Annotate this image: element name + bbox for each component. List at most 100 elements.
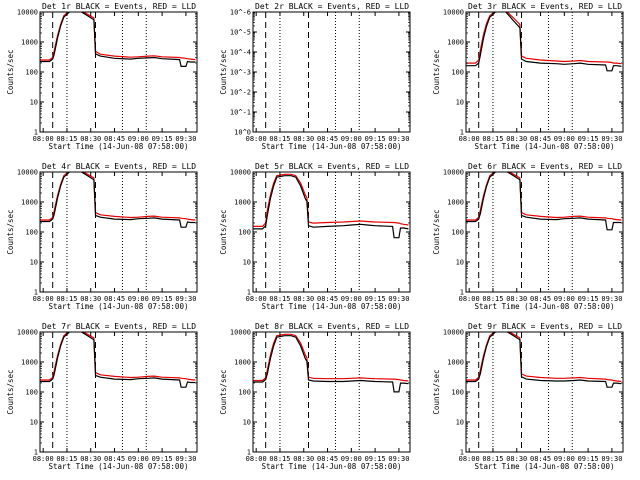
- y-tick-label: 10^-2: [230, 89, 251, 97]
- x-tick-label: 08:00: [459, 455, 480, 463]
- x-tick-label: 08:30: [80, 135, 101, 143]
- y-tick-label: 1000: [447, 39, 464, 47]
- y-tick-label: 10: [30, 419, 38, 427]
- panel-title: Det 1r BLACK = Events, RED = LLD: [42, 2, 196, 11]
- x-tick-label: 09:15: [365, 295, 386, 303]
- x-axis-title: Start Time (14-Jun-08 07:58:00): [262, 302, 402, 311]
- x-tick-label: 08:15: [482, 455, 503, 463]
- x-tick-label: 08:30: [506, 455, 527, 463]
- panel-title: Det 9r BLACK = Events, RED = LLD: [468, 322, 622, 331]
- panel-title: Det 5r BLACK = Events, RED = LLD: [255, 162, 409, 171]
- x-tick-label: 08:30: [293, 135, 314, 143]
- x-tick-label: 08:15: [482, 135, 503, 143]
- y-tick-label: 10000: [443, 9, 464, 17]
- y-tick-label: 1: [460, 289, 464, 297]
- x-tick-label: 08:00: [246, 295, 267, 303]
- panel-det-9: Det 9r BLACK = Events, RED = LLD 1 10 100 10…: [432, 322, 624, 471]
- y-tick-label: 1: [247, 289, 251, 297]
- x-tick-label: 08:15: [56, 295, 77, 303]
- y-tick-label: 100: [451, 389, 464, 397]
- x-tick-label: 08:45: [104, 295, 125, 303]
- panel-det-4: Det 4r BLACK = Events, RED = LLD 1 10 100 10…: [6, 162, 198, 311]
- panel-title: Det 8r BLACK = Events, RED = LLD: [255, 322, 409, 331]
- y-axis-title: Counts/sec: [432, 49, 441, 94]
- y-axis-title: Counts/sec: [6, 49, 15, 94]
- y-tick-label: 10: [456, 259, 464, 267]
- x-axis-title: Start Time (14-Jun-08 07:58:00): [475, 462, 615, 471]
- y-tick-label: 10^-5: [230, 29, 251, 37]
- x-axis-title: Start Time (14-Jun-08 07:58:00): [475, 302, 615, 311]
- panel-det-1: Det 1r BLACK = Events, RED = LLD 1 10 100 10…: [6, 2, 198, 151]
- x-tick-label: 09:30: [601, 135, 622, 143]
- y-tick-label: 100: [451, 69, 464, 77]
- y-axis-title: Counts/sec: [219, 369, 228, 414]
- x-tick-label: 09:30: [388, 295, 409, 303]
- x-tick-label: 08:30: [293, 455, 314, 463]
- x-tick-label: 08:00: [33, 295, 54, 303]
- x-tick-label: 09:30: [175, 135, 196, 143]
- y-tick-label: 1000: [234, 359, 251, 367]
- x-tick-label: 09:30: [601, 295, 622, 303]
- x-tick-label: 08:45: [104, 455, 125, 463]
- y-tick-label: 10^-4: [230, 49, 251, 57]
- y-tick-label: 10000: [17, 9, 38, 17]
- y-axis-title: Counts/sec: [6, 209, 15, 254]
- y-tick-label: 10000: [443, 329, 464, 337]
- y-tick-label: 1: [34, 129, 38, 137]
- y-tick-label: 1: [34, 289, 38, 297]
- y-tick-label: 10000: [17, 169, 38, 177]
- y-tick-label: 1000: [21, 359, 38, 367]
- y-axis-title: Counts/sec: [432, 369, 441, 414]
- x-tick-label: 09:00: [341, 295, 362, 303]
- x-tick-label: 08:45: [317, 135, 338, 143]
- y-tick-label: 1000: [234, 199, 251, 207]
- x-tick-label: 08:30: [506, 135, 527, 143]
- y-tick-label: 10000: [17, 329, 38, 337]
- x-tick-label: 09:15: [578, 295, 599, 303]
- y-tick-label: 10000: [230, 329, 251, 337]
- y-tick-label: 1000: [21, 199, 38, 207]
- x-tick-label: 09:00: [554, 295, 575, 303]
- x-tick-label: 08:30: [293, 295, 314, 303]
- y-tick-label: 10000: [443, 169, 464, 177]
- x-tick-label: 08:00: [459, 135, 480, 143]
- events-series-line: [253, 335, 409, 393]
- events-series-line: [253, 175, 409, 239]
- x-tick-label: 09:15: [365, 455, 386, 463]
- x-tick-label: 08:15: [269, 295, 290, 303]
- y-tick-label: 100: [238, 389, 251, 397]
- x-tick-label: 08:45: [104, 135, 125, 143]
- panel-det-7: Det 7r BLACK = Events, RED = LLD 1 10 100 10…: [6, 322, 198, 471]
- x-axis-title: Start Time (14-Jun-08 07:58:00): [262, 462, 402, 471]
- events-series-line: [40, 172, 196, 228]
- events-series-line: [466, 172, 622, 231]
- y-tick-label: 100: [451, 229, 464, 237]
- x-tick-label: 09:30: [175, 295, 196, 303]
- y-tick-label: 1: [460, 449, 464, 457]
- panel-det-8: Det 8r BLACK = Events, RED = LLD 1 10 100 10…: [219, 322, 411, 471]
- y-tick-label: 100: [25, 389, 38, 397]
- x-tick-label: 09:00: [554, 135, 575, 143]
- x-axis-title: Start Time (14-Jun-08 07:58:00): [262, 142, 402, 151]
- x-tick-label: 09:15: [152, 135, 173, 143]
- x-tick-label: 08:15: [56, 455, 77, 463]
- x-tick-label: 08:15: [269, 135, 290, 143]
- y-tick-label: 10^-3: [230, 69, 251, 77]
- y-axis-title: Counts/sec: [219, 209, 228, 254]
- x-tick-label: 09:30: [175, 455, 196, 463]
- x-tick-label: 09:15: [578, 135, 599, 143]
- lld-series-line: [466, 12, 622, 65]
- x-tick-label: 08:00: [33, 455, 54, 463]
- panel-title: Det 3r BLACK = Events, RED = LLD: [468, 2, 622, 11]
- y-tick-label: 10^-6: [230, 9, 251, 17]
- y-tick-label: 1000: [447, 199, 464, 207]
- x-tick-label: 09:00: [128, 455, 149, 463]
- y-tick-label: 10: [243, 419, 251, 427]
- y-axis-title: Counts/sec: [219, 49, 228, 94]
- x-tick-label: 09:15: [152, 455, 173, 463]
- x-tick-label: 08:00: [246, 135, 267, 143]
- x-tick-label: 08:15: [269, 455, 290, 463]
- y-axis-title: Counts/sec: [432, 209, 441, 254]
- x-tick-label: 09:30: [388, 455, 409, 463]
